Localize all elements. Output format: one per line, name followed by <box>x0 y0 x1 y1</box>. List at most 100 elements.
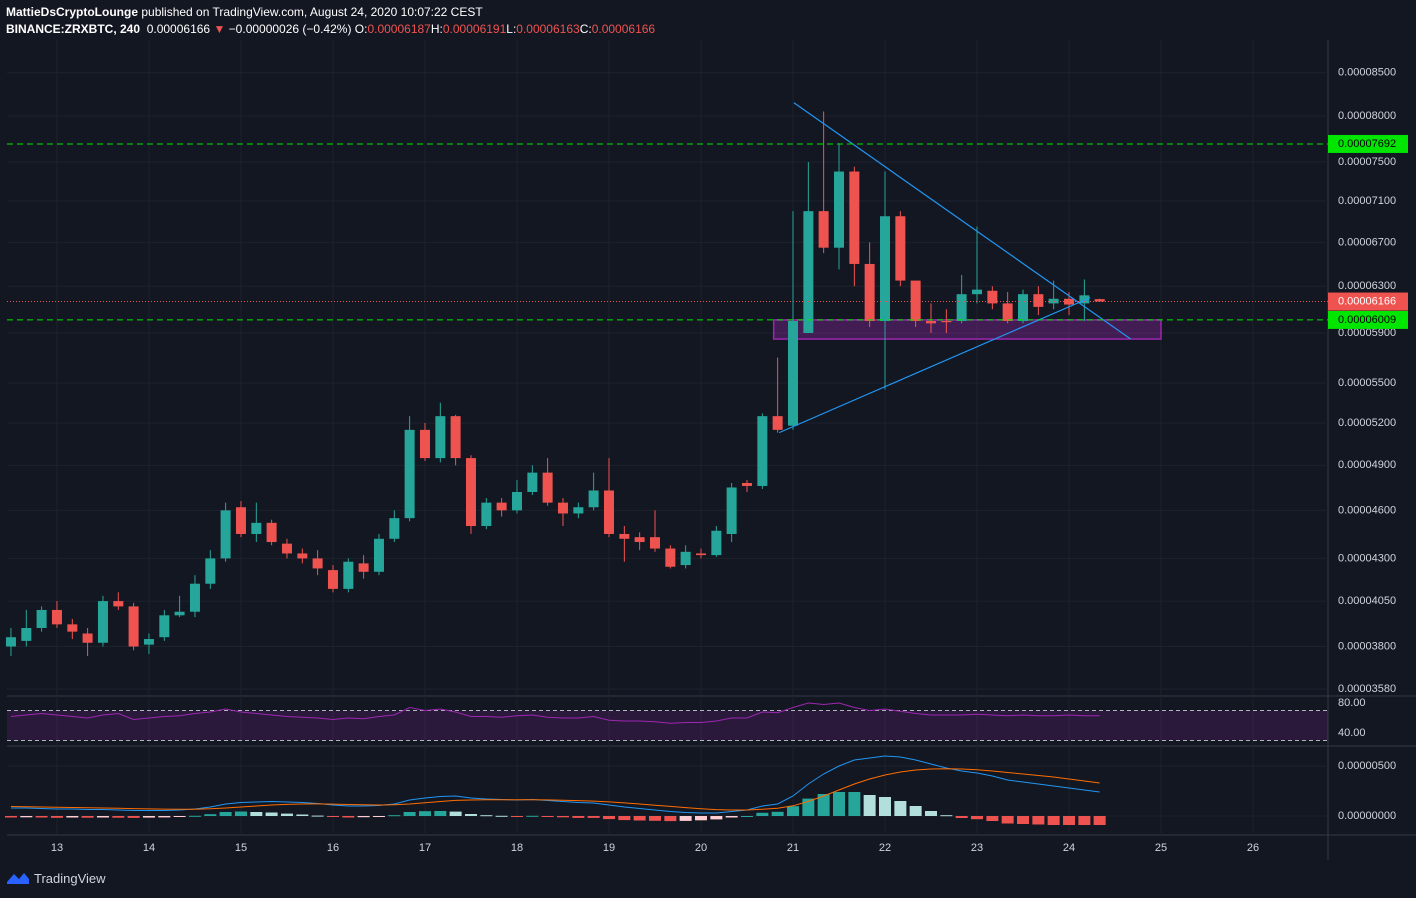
x-tick-label: 15 <box>235 842 247 854</box>
level-tag <box>1328 134 1408 153</box>
macd-histogram-bar <box>894 801 907 816</box>
macd-histogram-bar <box>587 816 600 818</box>
logo <box>7 873 29 884</box>
signal-line <box>10 768 1100 811</box>
macd-histogram-bar <box>219 812 232 816</box>
y-tick-label: 0.00008000 <box>1338 110 1396 122</box>
candle-body <box>603 490 614 534</box>
x-tick-label: 16 <box>327 842 339 854</box>
macd-histogram-bar <box>832 792 845 816</box>
candle-body <box>235 507 246 534</box>
candle-body <box>496 502 507 511</box>
candle-body <box>619 533 630 539</box>
macd-histogram-bar <box>725 816 738 818</box>
candle-body <box>972 289 983 295</box>
candle-body <box>1079 295 1090 304</box>
macd-histogram-bar <box>66 816 79 818</box>
ohlc: O:0.00006187H:0.00006191L:0.00006163C:0.… <box>355 22 655 36</box>
candle-body <box>895 216 906 281</box>
candle-body <box>511 491 522 511</box>
candle-body <box>450 416 461 459</box>
macd-histogram-bar <box>20 816 33 818</box>
candle-body <box>772 416 783 430</box>
candle-body <box>941 320 952 323</box>
logo-shape <box>7 873 29 884</box>
macd-histogram-bar <box>234 811 247 816</box>
candle-body <box>36 609 47 628</box>
candle-body <box>159 615 170 638</box>
candle-body <box>189 583 200 612</box>
candle-body <box>67 624 78 632</box>
published: published on TradingView.com, August 24,… <box>141 5 483 19</box>
candle-body <box>741 482 752 486</box>
candle-body <box>573 507 584 514</box>
macd-histogram-bar <box>771 811 784 816</box>
macd-histogram-bar <box>710 816 723 820</box>
macd-histogram-bar <box>495 815 508 817</box>
macd-histogram-bar <box>633 816 646 821</box>
macd-histogram-bar <box>35 816 48 818</box>
candle-body <box>956 294 967 321</box>
candle-body <box>1033 294 1044 307</box>
candle-body <box>1094 299 1105 302</box>
macd-histogram-bar <box>1063 816 1076 825</box>
candle-body <box>833 171 844 248</box>
candle-body <box>711 530 722 556</box>
y-tick-label: 0.00004050 <box>1338 595 1396 607</box>
candle-body <box>1048 298 1059 304</box>
macd-histogram-bar <box>756 812 769 816</box>
y-tick-label: 0.00007100 <box>1338 195 1396 207</box>
y-tick-label: 0.00005500 <box>1338 377 1396 389</box>
macd-histogram-bar <box>648 816 661 821</box>
candle-body <box>21 627 32 641</box>
macd-histogram-bar <box>802 798 815 816</box>
rsi-tick-label: 80.00 <box>1338 697 1366 709</box>
macd-histogram-bar <box>81 816 94 818</box>
candle-body <box>910 280 921 321</box>
macd-tick-label: 0.00000000 <box>1338 810 1396 822</box>
macd-tick-label: 0.00000500 <box>1338 760 1396 772</box>
candle-body <box>757 416 768 486</box>
level-label: 0.00006009 <box>1338 314 1396 326</box>
footer: TradingView <box>6 870 106 886</box>
macd-histogram-bar <box>142 816 155 818</box>
macd-histogram-bar <box>602 816 615 820</box>
macd-histogram-bar <box>204 814 217 816</box>
macd-histogram-bar <box>925 811 938 816</box>
candle-body <box>297 553 308 559</box>
level-label: 0.00006166 <box>1338 295 1396 307</box>
x-tick-label: 22 <box>879 842 891 854</box>
ohlc-key: H: <box>430 22 443 36</box>
x-tick-label: 20 <box>695 842 707 854</box>
candle-body <box>220 510 231 559</box>
macd-histogram-bar <box>50 816 63 818</box>
candle-body <box>481 502 492 527</box>
candle-body <box>818 211 829 248</box>
macd-histogram-bar <box>863 795 876 816</box>
x-tick-label: 17 <box>419 842 431 854</box>
candle-body <box>649 537 660 549</box>
macd-histogram-bar <box>878 797 891 816</box>
candle-body <box>1018 294 1029 321</box>
candle-body <box>588 490 599 508</box>
change-arrow: ▼ <box>213 22 226 36</box>
last-price: 0.00006166 <box>146 22 211 36</box>
macd-histogram-bar <box>541 816 554 817</box>
candle-body <box>680 551 691 566</box>
ohlc-value: 0.00006187 <box>367 22 431 36</box>
macd-histogram-bar <box>1078 816 1091 825</box>
macd-histogram-bar <box>955 816 968 818</box>
macd-histogram-bar <box>388 815 401 817</box>
candle-body <box>404 429 415 519</box>
macd-histogram-bar <box>158 816 171 818</box>
level-tag <box>1328 310 1408 329</box>
candle-body <box>864 263 875 321</box>
candle-body <box>987 290 998 304</box>
macd-histogram-bar <box>848 792 861 816</box>
macd-histogram-bar <box>740 816 753 817</box>
candle-body <box>435 416 446 459</box>
ohlc-key: O: <box>354 22 368 36</box>
macd-histogram-bar <box>480 815 493 817</box>
macd-histogram-bar <box>940 815 953 817</box>
